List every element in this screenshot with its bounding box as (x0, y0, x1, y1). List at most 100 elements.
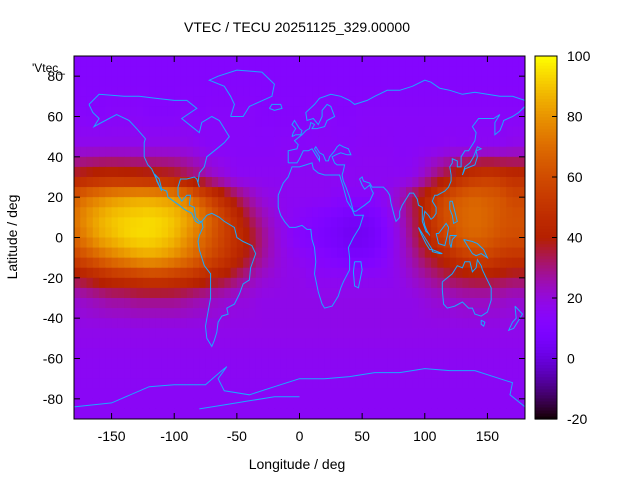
heatmap-cell (268, 177, 276, 188)
heatmap-cell (518, 96, 525, 108)
colorbar-strip (535, 406, 557, 411)
heatmap-cell (293, 166, 301, 178)
heatmap-cell (324, 156, 332, 168)
heatmap-cell (506, 96, 514, 108)
heatmap-cell (80, 318, 88, 329)
heatmap-cell (149, 86, 157, 97)
heatmap-cell (186, 86, 194, 97)
heatmap-cell (399, 166, 407, 178)
heatmap-cell (437, 217, 445, 229)
heatmap-cell (249, 166, 257, 178)
heatmap-cell (518, 146, 525, 158)
heatmap-cell (142, 86, 150, 97)
colorbar-strip (535, 170, 557, 175)
heatmap-cell (449, 328, 457, 339)
heatmap-cell (456, 308, 463, 319)
colorbar-strip (535, 167, 557, 172)
heatmap-cell (355, 338, 363, 350)
colorbar-strip (535, 86, 557, 90)
heatmap-cell (249, 197, 257, 208)
heatmap-cell (462, 177, 470, 188)
heatmap-cell (174, 66, 182, 77)
heatmap-cell (111, 308, 119, 319)
heatmap-cell (280, 338, 288, 350)
heatmap-cell (437, 227, 445, 239)
heatmap-cell (324, 277, 332, 289)
heatmap-cell (180, 267, 188, 279)
heatmap-cell (99, 368, 106, 380)
heatmap-cell (236, 348, 244, 360)
heatmap-cell (349, 338, 357, 350)
heatmap-cell (324, 207, 332, 218)
heatmap-cell (493, 227, 501, 239)
heatmap-cell (293, 136, 301, 148)
heatmap-cell (230, 298, 238, 309)
heatmap-cell (487, 318, 495, 329)
heatmap-cell (286, 177, 294, 188)
colorbar-strip (535, 228, 557, 233)
heatmap-cell (468, 146, 476, 158)
heatmap-cell (105, 348, 113, 360)
heatmap-cell (474, 56, 482, 67)
colorbar-strip (535, 364, 557, 369)
heatmap-cell (149, 237, 157, 249)
heatmap-cell (299, 298, 307, 309)
heatmap-cell (224, 146, 232, 158)
heatmap-cell (136, 287, 144, 299)
coastline-segment (480, 319, 486, 328)
heatmap-cell (286, 318, 294, 329)
heatmap-cell (274, 308, 282, 319)
heatmap-cell (449, 318, 457, 329)
heatmap-cell (380, 237, 388, 249)
heatmap-cell (167, 378, 175, 390)
heatmap-cell (236, 338, 244, 350)
heatmap-cell (230, 56, 238, 67)
heatmap-cell (412, 86, 420, 97)
heatmap-cell (243, 76, 250, 87)
heatmap-cell (274, 116, 282, 128)
heatmap-cell (374, 126, 382, 138)
heatmap-cell (174, 388, 182, 400)
heatmap-cell (355, 96, 363, 108)
heatmap-cell (124, 106, 131, 118)
heatmap-cell (243, 96, 250, 108)
heatmap-cell (211, 227, 219, 239)
heatmap-cell (399, 267, 407, 279)
heatmap-cell (142, 378, 150, 390)
heatmap-cell (305, 237, 313, 249)
heatmap-cell (380, 177, 388, 188)
heatmap-cell (255, 136, 263, 148)
heatmap-cell (424, 86, 432, 97)
heatmap-cell (368, 136, 376, 148)
heatmap-cell (343, 76, 351, 87)
heatmap-cell (161, 247, 169, 259)
heatmap-cell (449, 277, 457, 289)
heatmap-cell (487, 308, 495, 319)
colorbar-strip (535, 412, 557, 417)
heatmap-cell (424, 318, 432, 329)
heatmap-cell (268, 116, 276, 128)
heatmap-cell (512, 398, 520, 410)
heatmap-cell (286, 207, 294, 218)
heatmap-cell (518, 217, 525, 229)
heatmap-cell (368, 388, 376, 400)
heatmap-cell (393, 76, 401, 87)
heatmap-cell (161, 156, 169, 168)
heatmap-cell (274, 348, 282, 360)
heatmap-cell (136, 298, 144, 309)
heatmap-cell (236, 217, 244, 229)
heatmap-cell (462, 348, 470, 360)
heatmap-cell (167, 66, 175, 77)
heatmap-cell (518, 338, 525, 350)
heatmap-cell (86, 378, 94, 390)
heatmap-cell (86, 388, 94, 400)
heatmap-cell (362, 338, 369, 350)
heatmap-cell (205, 338, 213, 350)
heatmap-cell (481, 227, 489, 239)
heatmap-cell (211, 187, 219, 198)
heatmap-cell (330, 106, 338, 118)
heatmap-cell (99, 338, 106, 350)
heatmap-cell (387, 126, 395, 138)
heatmap-cell (142, 267, 150, 279)
heatmap-cell (193, 308, 200, 319)
